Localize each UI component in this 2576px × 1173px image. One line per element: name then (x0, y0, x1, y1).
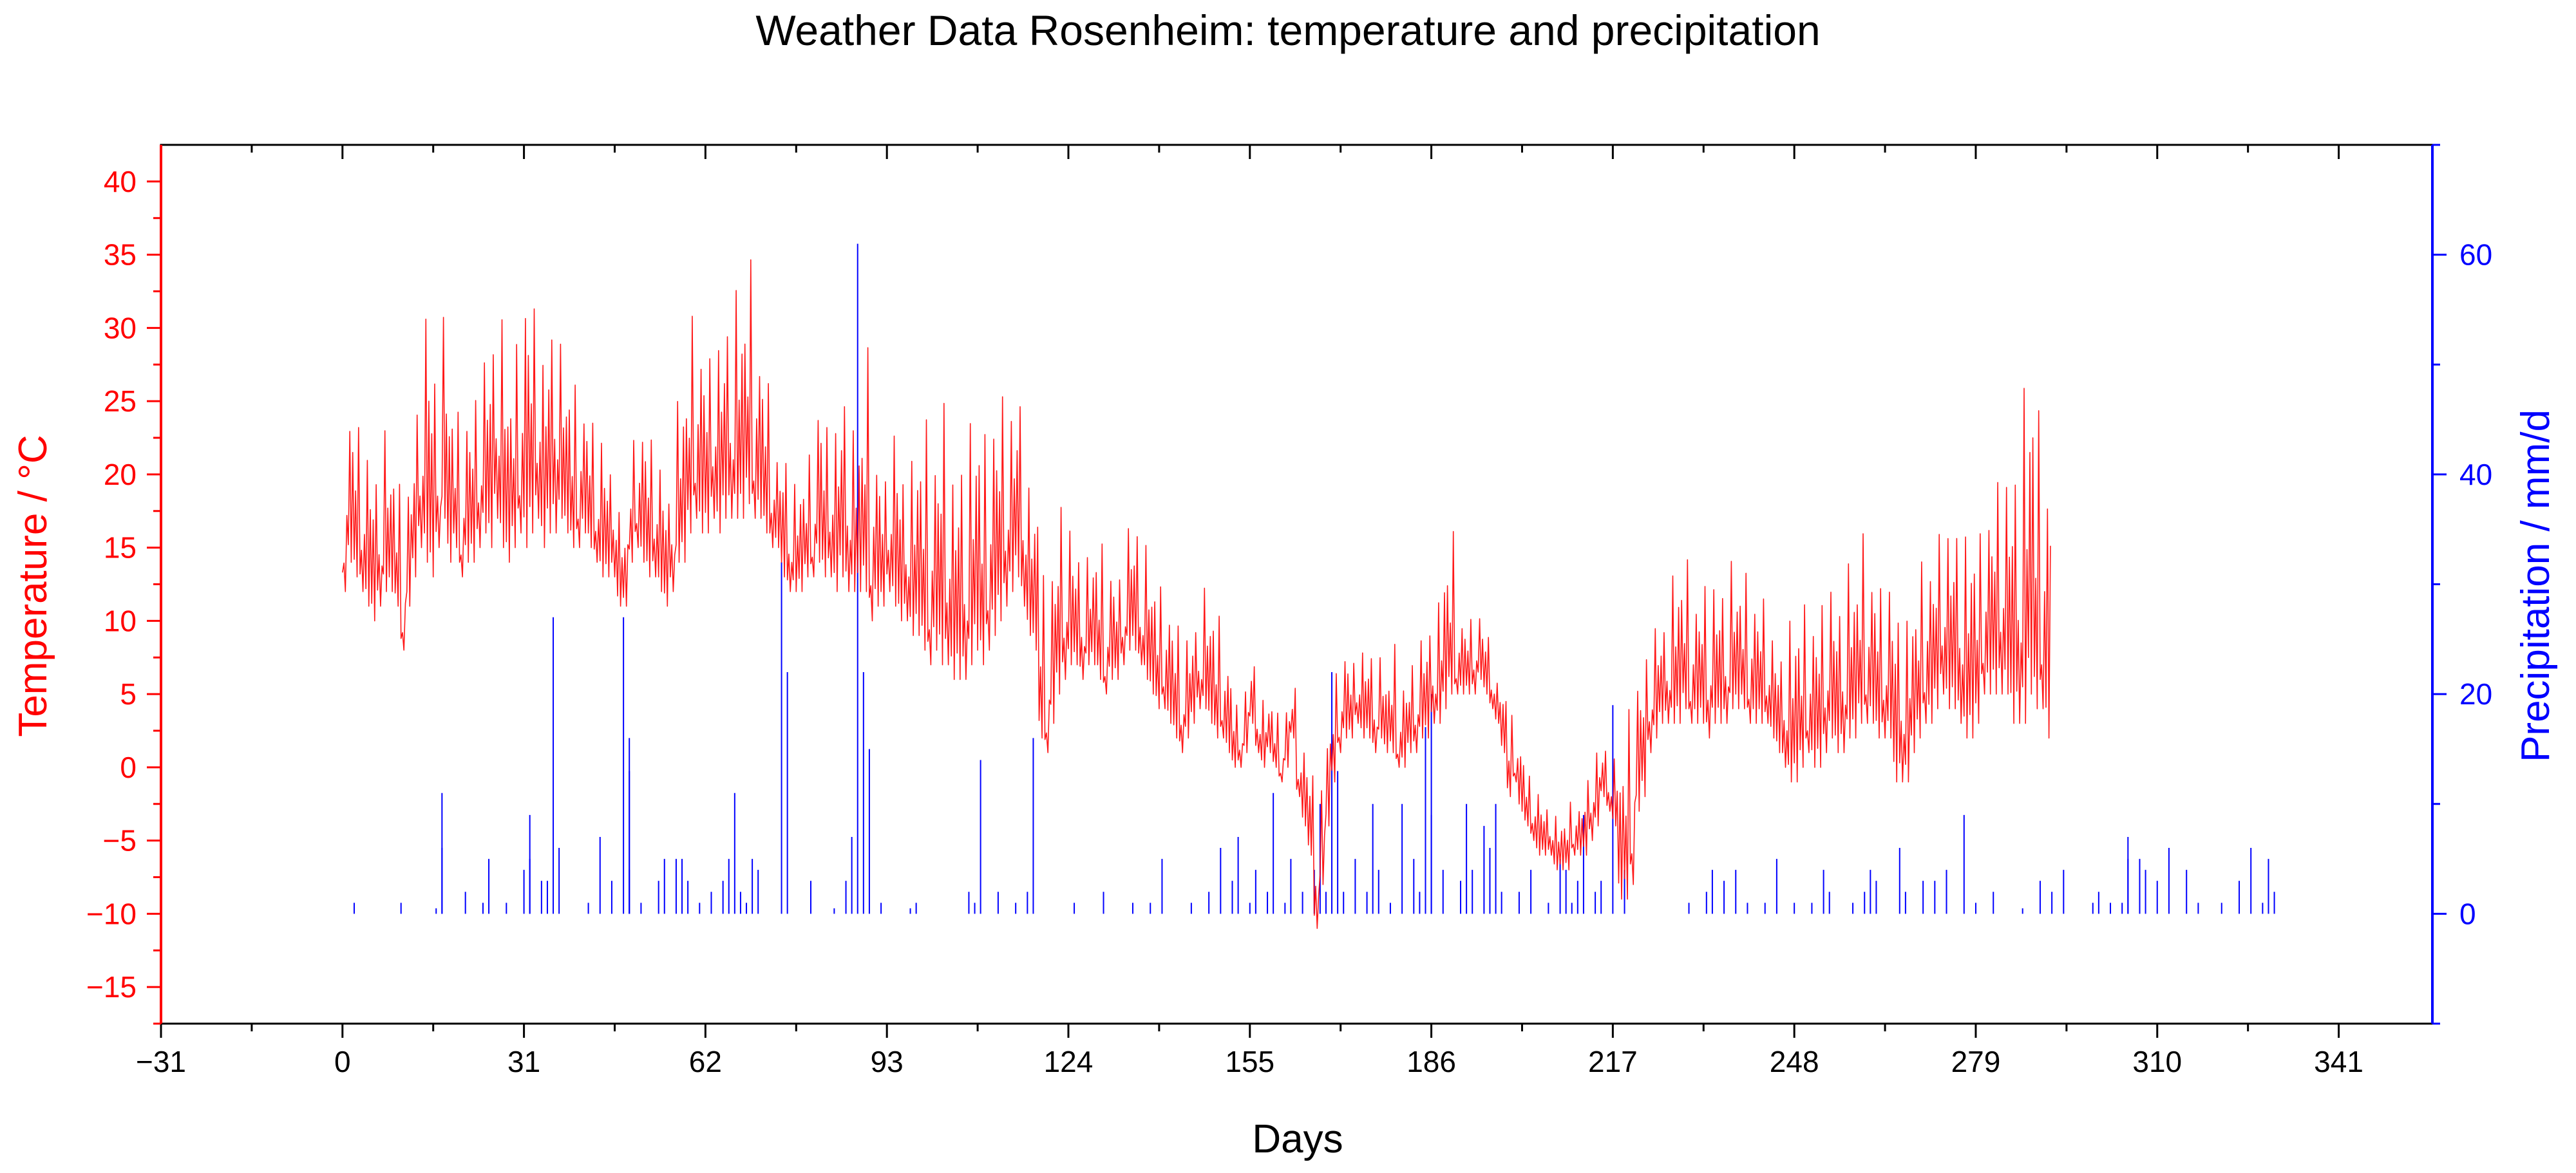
y-left-tick-label: 20 (104, 458, 137, 491)
x-tick-label: 31 (507, 1045, 540, 1078)
x-axis-title: Days (1252, 1117, 1343, 1161)
temperature-line (342, 259, 2051, 929)
x-tick-label: 217 (1588, 1045, 1638, 1078)
y-left-tick-label: −10 (86, 897, 137, 930)
x-tick-label: 248 (1770, 1045, 1819, 1078)
y-axis-precipitation: 60 40 20 0 (2431, 144, 2492, 1025)
y-right-tick-label: 40 (2459, 458, 2492, 491)
y-left-tick-label: 5 (120, 677, 137, 711)
x-tick-label: 186 (1406, 1045, 1456, 1078)
y-left-tick-label: 35 (104, 238, 137, 272)
y-left-tick-label: 10 (104, 604, 137, 637)
chart-title: Weather Data Rosenheim: temperature and … (755, 6, 1820, 54)
x-tick-label: 310 (2132, 1045, 2182, 1078)
precipitation-series (353, 243, 2275, 914)
y-right-tick-label: 60 (2459, 238, 2492, 272)
y-right-tick-label: 20 (2459, 677, 2492, 711)
y-axis-temperature: 40 35 30 25 20 15 10 5 0 −5 −10 −15 (86, 145, 162, 1025)
x-axis: −31 0 31 62 93 124 155 186 217 248 279 310 341 (136, 145, 2363, 1078)
x-tick-label: 341 (2314, 1045, 2363, 1078)
y-left-tick-label: 40 (104, 165, 137, 198)
x-tick-label: −31 (136, 1045, 186, 1078)
x-tick-label: 93 (871, 1045, 904, 1078)
y-left-tick-label: −15 (86, 970, 137, 1004)
y-axis-right-title: Precipitation / mm/d (2514, 409, 2558, 762)
x-tick-label: 124 (1044, 1045, 1094, 1078)
y-axis-left-title: Temperature / °C (11, 435, 55, 737)
temperature-series (342, 259, 2051, 929)
y-left-tick-label: 30 (104, 311, 137, 344)
plot-frame (160, 144, 2434, 1025)
y-left-tick-label: 25 (104, 384, 137, 418)
y-right-tick-label: 0 (2459, 897, 2476, 930)
x-tick-label: 0 (334, 1045, 351, 1078)
x-tick-label: 279 (1951, 1045, 2001, 1078)
y-left-tick-label: 15 (104, 531, 137, 565)
x-tick-label: 62 (689, 1045, 722, 1078)
y-left-tick-label: −5 (103, 824, 137, 858)
x-tick-label: 155 (1225, 1045, 1274, 1078)
y-left-tick-label: 0 (120, 751, 137, 784)
